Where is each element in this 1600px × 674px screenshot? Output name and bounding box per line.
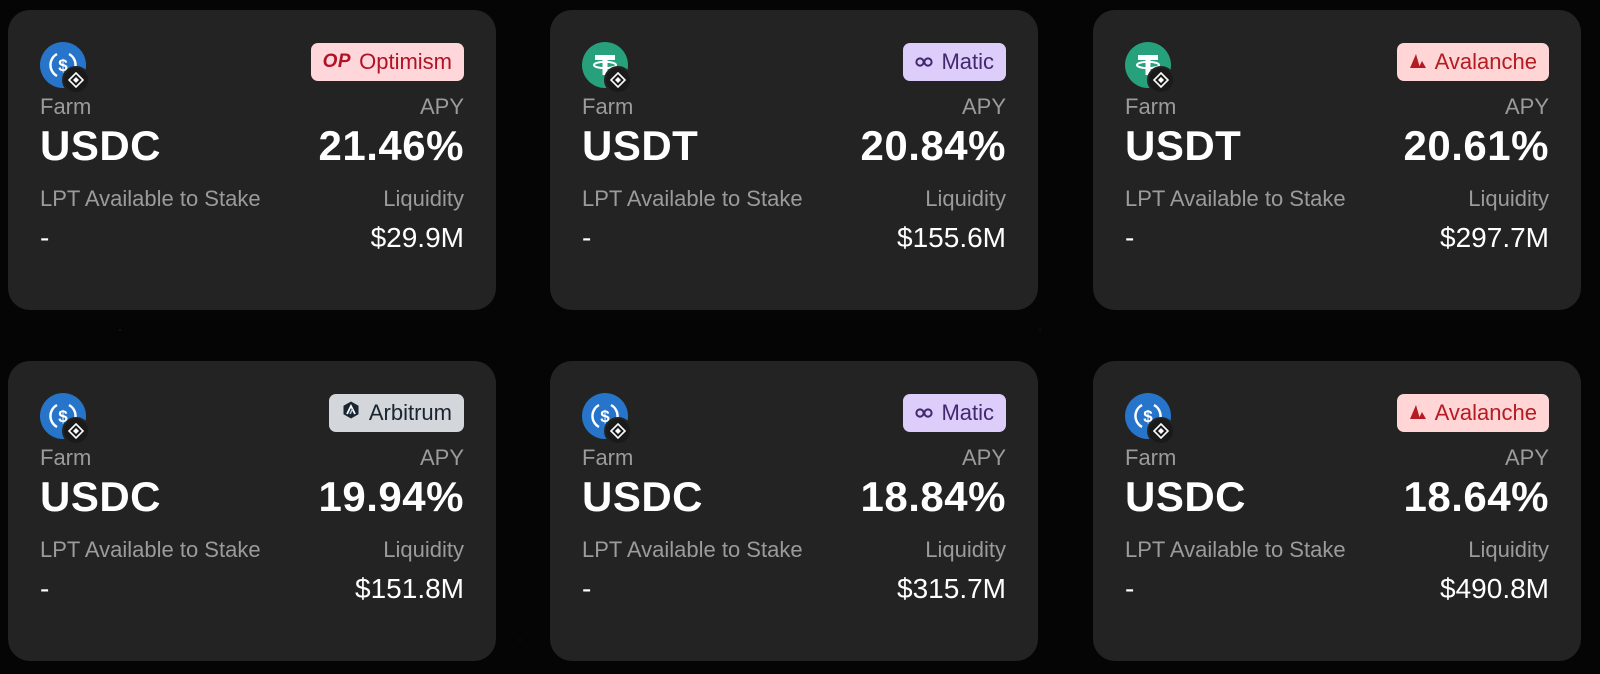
lpt-label: LPT Available to Stake xyxy=(582,537,803,562)
network-name: Matic xyxy=(941,400,994,425)
avalanche-icon xyxy=(1409,400,1427,426)
svg-text:$: $ xyxy=(58,407,68,426)
usdt-icon xyxy=(582,42,628,88)
token-name: USDT xyxy=(582,122,699,169)
network-name: Arbitrum xyxy=(368,400,452,425)
farm-diamond-icon xyxy=(604,417,632,445)
optimism-icon: OP xyxy=(322,51,352,72)
liquidity-value: $297.7M xyxy=(1440,222,1549,253)
apy-value: 18.64% xyxy=(1403,473,1549,520)
lpt-value: - xyxy=(40,573,50,604)
lpt-value: - xyxy=(1125,573,1135,604)
token-name: USDC xyxy=(582,473,704,520)
farm-diamond-icon xyxy=(1147,66,1175,94)
token-logo: $ xyxy=(40,42,90,94)
lpt-label: LPT Available to Stake xyxy=(1125,537,1346,562)
farm-label: Farm xyxy=(40,445,92,470)
farm-card-usdt-avalanche[interactable]: Avalanche Farm APY USDT 20.61% LPT Avail… xyxy=(1093,10,1581,310)
svg-text:$: $ xyxy=(1143,407,1153,426)
apy-label: APY xyxy=(419,445,464,470)
apy-label: APY xyxy=(961,94,1006,119)
network-badge-matic: Matic xyxy=(903,43,1006,81)
farm-diamond-icon xyxy=(62,66,90,94)
farm-label: Farm xyxy=(1125,445,1177,470)
network-badge-optimism: OP Optimism xyxy=(310,43,464,81)
token-name: USDT xyxy=(1125,122,1242,169)
polygon-icon xyxy=(915,49,934,75)
token-logo xyxy=(582,42,632,94)
token-logo: $ xyxy=(582,393,632,445)
apy-label: APY xyxy=(1504,94,1549,119)
apy-value: 21.46% xyxy=(318,122,464,169)
apy-value: 20.84% xyxy=(860,122,1006,169)
farm-label: Farm xyxy=(40,94,92,119)
network-badge-avalanche: Avalanche xyxy=(1396,43,1549,81)
farm-card-usdc-optimism[interactable]: $ OP Optimism Farm APY USDC 21.46% LPT A… xyxy=(8,10,496,310)
liquidity-value: $155.6M xyxy=(897,222,1006,253)
liquidity-value: $315.7M xyxy=(897,573,1006,604)
liquidity-label: Liquidity xyxy=(383,186,464,211)
apy-label: APY xyxy=(419,94,464,119)
network-badge-matic: Matic xyxy=(903,394,1006,432)
lpt-value: - xyxy=(582,222,592,253)
token-name: USDC xyxy=(1125,473,1247,520)
svg-text:$: $ xyxy=(58,56,68,75)
farm-diamond-icon xyxy=(604,66,632,94)
apy-value: 20.61% xyxy=(1403,122,1549,169)
liquidity-label: Liquidity xyxy=(1468,537,1549,562)
apy-value: 19.94% xyxy=(318,473,464,520)
network-name: Avalanche xyxy=(1434,400,1537,425)
farm-label: Farm xyxy=(582,445,634,470)
token-name: USDC xyxy=(40,473,162,520)
network-badge-arbitrum: Arbitrum xyxy=(328,394,464,432)
lpt-value: - xyxy=(40,222,50,253)
network-name: Optimism xyxy=(359,49,452,74)
avalanche-icon xyxy=(1409,49,1427,75)
apy-label: APY xyxy=(1504,445,1549,470)
lpt-value: - xyxy=(1125,222,1135,253)
apy-label: APY xyxy=(961,445,1006,470)
farm-label: Farm xyxy=(582,94,634,119)
liquidity-label: Liquidity xyxy=(383,537,464,562)
arbitrum-icon xyxy=(341,400,361,426)
lpt-label: LPT Available to Stake xyxy=(40,186,261,211)
farm-card-usdt-matic[interactable]: Matic Farm APY USDT 20.84% LPT Available… xyxy=(550,10,1038,310)
liquidity-value: $29.9M xyxy=(370,222,464,253)
lpt-label: LPT Available to Stake xyxy=(40,537,261,562)
token-name: USDC xyxy=(40,122,162,169)
liquidity-label: Liquidity xyxy=(1468,186,1549,211)
liquidity-label: Liquidity xyxy=(925,537,1006,562)
svg-text:$: $ xyxy=(600,407,610,426)
farm-card-usdc-arbitrum[interactable]: $ Arbitrum Farm APY USDC 19.94% LPT Avai… xyxy=(8,361,496,661)
liquidity-label: Liquidity xyxy=(925,186,1006,211)
liquidity-value: $490.8M xyxy=(1440,573,1549,604)
lpt-label: LPT Available to Stake xyxy=(1125,186,1346,211)
token-logo: $ xyxy=(40,393,90,445)
lpt-label: LPT Available to Stake xyxy=(582,186,803,211)
token-logo xyxy=(1125,42,1175,94)
farm-card-usdc-avalanche[interactable]: $ Avalanche Farm APY USDC 18.64% LPT Ava… xyxy=(1093,361,1581,661)
farm-card-usdc-matic[interactable]: $ Matic Farm APY USDC 18.84% LPT Availab… xyxy=(550,361,1038,661)
lpt-value: - xyxy=(582,573,592,604)
network-badge-avalanche: Avalanche xyxy=(1396,394,1549,432)
polygon-icon xyxy=(915,400,934,426)
network-name: Matic xyxy=(941,49,994,74)
liquidity-value: $151.8M xyxy=(355,573,464,604)
farm-diamond-icon xyxy=(1147,417,1175,445)
token-logo: $ xyxy=(1125,393,1175,445)
farm-diamond-icon xyxy=(62,417,90,445)
apy-value: 18.84% xyxy=(860,473,1006,520)
farm-label: Farm xyxy=(1125,94,1177,119)
network-name: Avalanche xyxy=(1434,49,1537,74)
